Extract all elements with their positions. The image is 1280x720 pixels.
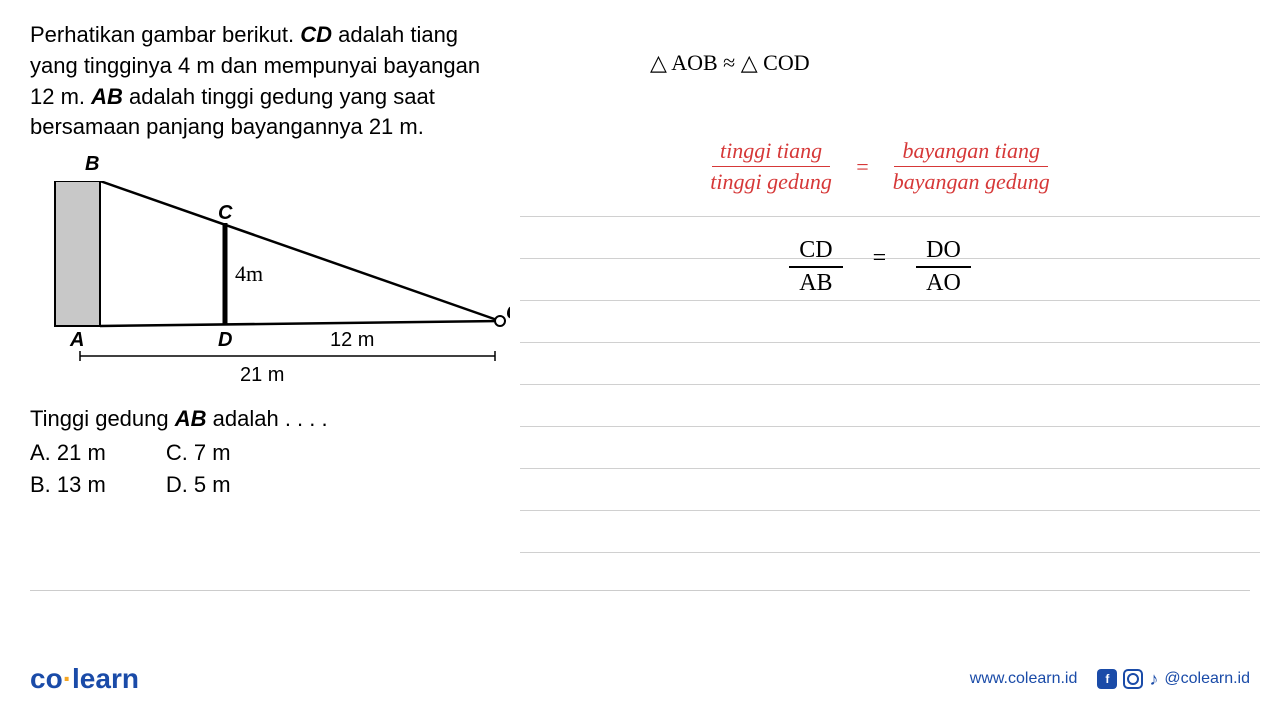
- svg-text:4m: 4m: [235, 261, 263, 286]
- option-c: C. 7 m: [166, 440, 231, 466]
- website-url: www.colearn.id: [970, 670, 1078, 688]
- svg-text:C: C: [218, 202, 233, 224]
- facebook-icon: f: [1097, 669, 1117, 689]
- solution-panel: △ AOB ≈ △ COD tinggi tiang tinggi gedung…: [530, 20, 1230, 498]
- option-d: D. 5 m: [166, 472, 231, 498]
- instagram-icon: [1123, 669, 1143, 689]
- svg-text:12 m: 12 m: [330, 329, 374, 351]
- hw-left-bot: AB: [789, 268, 842, 297]
- fraction-left-numerator: tinggi tiang: [712, 136, 830, 167]
- main-content: Perhatikan gambar berikut. CD adalah tia…: [0, 0, 1280, 518]
- hw-left-top: CD: [789, 237, 842, 268]
- option-b: B. 13 m: [30, 472, 106, 498]
- similarity-statement: △ AOB ≈ △ COD: [650, 50, 1230, 76]
- fraction-right: bayangan tiang bayangan gedung: [885, 136, 1058, 197]
- fraction-left: tinggi tiang tinggi gedung: [702, 136, 840, 197]
- tiktok-icon: ♪: [1149, 669, 1158, 690]
- diagram-label-b: B: [85, 153, 510, 176]
- svg-text:D: D: [218, 329, 232, 351]
- problem-text-1: Perhatikan gambar berikut.: [30, 22, 300, 47]
- question-line: Tinggi gedung AB adalah . . . .: [30, 406, 510, 432]
- svg-text:A: A: [69, 329, 84, 351]
- logo-dot: ·: [63, 663, 72, 694]
- answer-options: A. 21 m B. 13 m C. 7 m D. 5 m: [30, 440, 510, 498]
- problem-panel: Perhatikan gambar berikut. CD adalah tia…: [30, 20, 510, 498]
- fraction-right-denominator: bayangan gedung: [885, 167, 1058, 197]
- label-cd: CD: [300, 22, 332, 47]
- svg-text:O: O: [506, 302, 510, 324]
- hw-right-top: DO: [916, 237, 971, 268]
- hw-right-bot: AO: [916, 268, 971, 297]
- logo-learn: learn: [72, 663, 139, 694]
- page-footer: co·learn www.colearn.id f ♪ @colearn.id: [30, 663, 1250, 695]
- geometry-diagram: A C D O 4m 12 m 21 m: [30, 181, 510, 401]
- handwritten-fraction: CD AB = DO AO: [530, 237, 1230, 297]
- equals-sign: =: [855, 154, 870, 180]
- colearn-logo: co·learn: [30, 663, 139, 695]
- fraction-right-numerator: bayangan tiang: [894, 136, 1048, 167]
- social-handle: @colearn.id: [1164, 670, 1250, 688]
- problem-statement: Perhatikan gambar berikut. CD adalah tia…: [30, 20, 510, 143]
- label-ab: AB: [91, 84, 123, 109]
- question-prefix: Tinggi gedung: [30, 406, 175, 431]
- hw-equals: =: [873, 237, 887, 272]
- logo-co: co: [30, 663, 63, 694]
- option-a: A. 21 m: [30, 440, 106, 466]
- social-icons: f ♪ @colearn.id: [1097, 669, 1250, 690]
- question-suffix: adalah . . . .: [207, 406, 328, 431]
- svg-text:21 m: 21 m: [240, 364, 284, 386]
- footer-links: www.colearn.id f ♪ @colearn.id: [970, 669, 1250, 690]
- question-ab: AB: [175, 406, 207, 431]
- proportion-formula: tinggi tiang tinggi gedung = bayangan ti…: [530, 136, 1230, 197]
- hw-fraction-left: CD AB: [789, 237, 842, 297]
- footer-divider: [30, 590, 1250, 591]
- hw-fraction-right: DO AO: [916, 237, 971, 297]
- fraction-left-denominator: tinggi gedung: [702, 167, 840, 197]
